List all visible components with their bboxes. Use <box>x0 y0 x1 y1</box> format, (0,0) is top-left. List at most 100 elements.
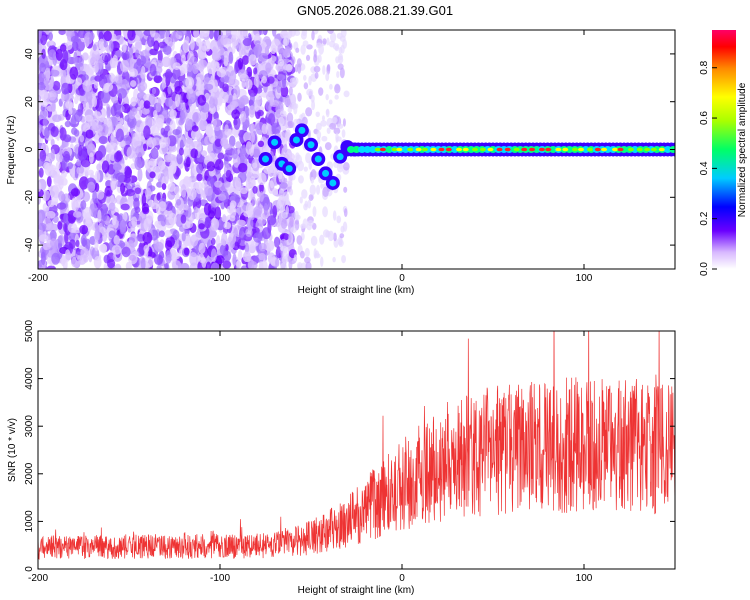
heatmap-cell <box>60 91 66 103</box>
heatmap-cell <box>267 113 276 126</box>
heatmap-cell <box>315 122 322 131</box>
heatmap-cell <box>308 194 314 202</box>
heatmap-cell <box>111 244 122 255</box>
heatmap-cell <box>114 263 122 269</box>
heatmap-cell <box>172 229 180 240</box>
heatmap-cell <box>76 159 82 167</box>
heatmap-cell <box>306 44 313 50</box>
heatmap-cell <box>285 165 293 173</box>
heatmap-cell <box>160 214 167 227</box>
heatmap-cell <box>242 38 252 47</box>
heatmap-cell <box>48 32 53 41</box>
heatmap-cell <box>79 224 89 235</box>
heatmap-cell <box>315 42 323 49</box>
heatmap-cell <box>38 222 47 231</box>
heatmap-cell <box>281 212 288 219</box>
heatmap-x-ticks: -200 -100 0 100 <box>28 30 593 284</box>
heatmap-cell <box>156 156 163 167</box>
heatmap-cell <box>61 82 70 95</box>
heatmap-cell <box>94 182 100 193</box>
heatmap-cell <box>332 43 340 50</box>
heatmap-ridge-peak <box>578 147 585 152</box>
heatmap-cell <box>252 162 258 169</box>
heatmap-cell <box>343 186 348 193</box>
colorbar-gradient <box>712 30 736 269</box>
snr-y-tick-label: 3000 <box>24 415 35 438</box>
heatmap-cell <box>310 176 315 184</box>
heatmap-cell <box>326 63 331 72</box>
heatmap-cell <box>38 263 43 269</box>
heatmap-cell <box>231 30 238 39</box>
heatmap-cell <box>296 58 302 68</box>
heatmap-cell <box>263 166 274 174</box>
heatmap-cell <box>158 137 167 149</box>
heatmap-cell <box>278 172 283 183</box>
snr-x-tick-label: -200 <box>28 573 48 584</box>
heatmap-cell <box>280 85 289 98</box>
heatmap-cell <box>120 78 129 91</box>
heatmap-ridge-peak <box>421 147 428 152</box>
heatmap-cell <box>244 242 249 255</box>
heatmap-cell <box>88 152 94 164</box>
snr-x-tick-label: 100 <box>576 573 593 584</box>
heatmap-cell <box>95 98 103 113</box>
heatmap-cell <box>294 218 300 225</box>
heatmap-cell <box>39 89 49 101</box>
heatmap-cell <box>147 199 155 208</box>
heatmap-cell <box>218 193 227 201</box>
snr-frame <box>37 330 676 570</box>
heatmap-cell <box>177 263 184 269</box>
heatmap-cell <box>246 217 254 231</box>
heatmap-cell <box>294 210 299 220</box>
heatmap-cell <box>208 30 214 40</box>
heatmap-ridge-peak <box>521 147 528 152</box>
colorbar-tick-label: 0.4 <box>699 161 710 175</box>
heatmap-cell <box>195 73 205 82</box>
heatmap-cell <box>339 67 345 79</box>
heatmap-cell <box>155 117 164 129</box>
heatmap-cell <box>196 163 203 174</box>
heatmap-cell <box>190 38 195 51</box>
heatmap-cell <box>229 204 237 219</box>
heatmap-cell <box>198 253 205 263</box>
heatmap-cell <box>265 93 275 102</box>
heatmap-cell <box>167 85 172 95</box>
heatmap-ridge-peak <box>479 147 486 152</box>
heatmap-cell <box>102 231 108 243</box>
heatmap-cell <box>75 239 80 248</box>
heatmap-cell <box>185 76 195 89</box>
heatmap-cell <box>81 52 89 61</box>
heatmap-cell <box>38 42 43 56</box>
heatmap-cell <box>223 50 229 58</box>
heatmap-cell <box>198 242 206 254</box>
heatmap-cell <box>149 171 156 179</box>
heatmap-cell <box>286 98 291 106</box>
heatmap-cell <box>58 30 66 36</box>
heatmap-cell <box>300 44 306 55</box>
heatmap-cell <box>315 111 320 118</box>
heatmap-cell <box>336 215 342 224</box>
snr-x-axis-label: Height of straight line (km) <box>298 585 415 596</box>
heatmap-cell <box>258 242 267 252</box>
heatmap-ridge-peak <box>391 147 398 152</box>
heatmap-cell <box>182 40 190 53</box>
heatmap-cell <box>221 232 228 246</box>
heatmap-cell <box>40 251 46 266</box>
heatmap-cell <box>149 63 157 77</box>
heatmap-cell <box>103 40 108 48</box>
heatmap-cell <box>216 47 226 56</box>
heatmap-cell <box>253 232 263 243</box>
heatmap-cell <box>49 39 54 46</box>
heatmap-cell <box>280 218 288 230</box>
heatmap-cell <box>208 95 215 109</box>
heatmap-cell <box>172 129 181 136</box>
heatmap-ridge-peak <box>487 147 494 152</box>
heatmap-cell <box>122 53 127 61</box>
heatmap-cell <box>289 77 296 84</box>
heatmap-cell <box>113 235 120 246</box>
heatmap-cell <box>210 262 220 269</box>
heatmap-cell <box>46 176 52 187</box>
heatmap-cell <box>295 154 303 166</box>
colorbar-tick-label: 0.0 <box>699 262 710 276</box>
heatmap-cells <box>38 30 675 269</box>
